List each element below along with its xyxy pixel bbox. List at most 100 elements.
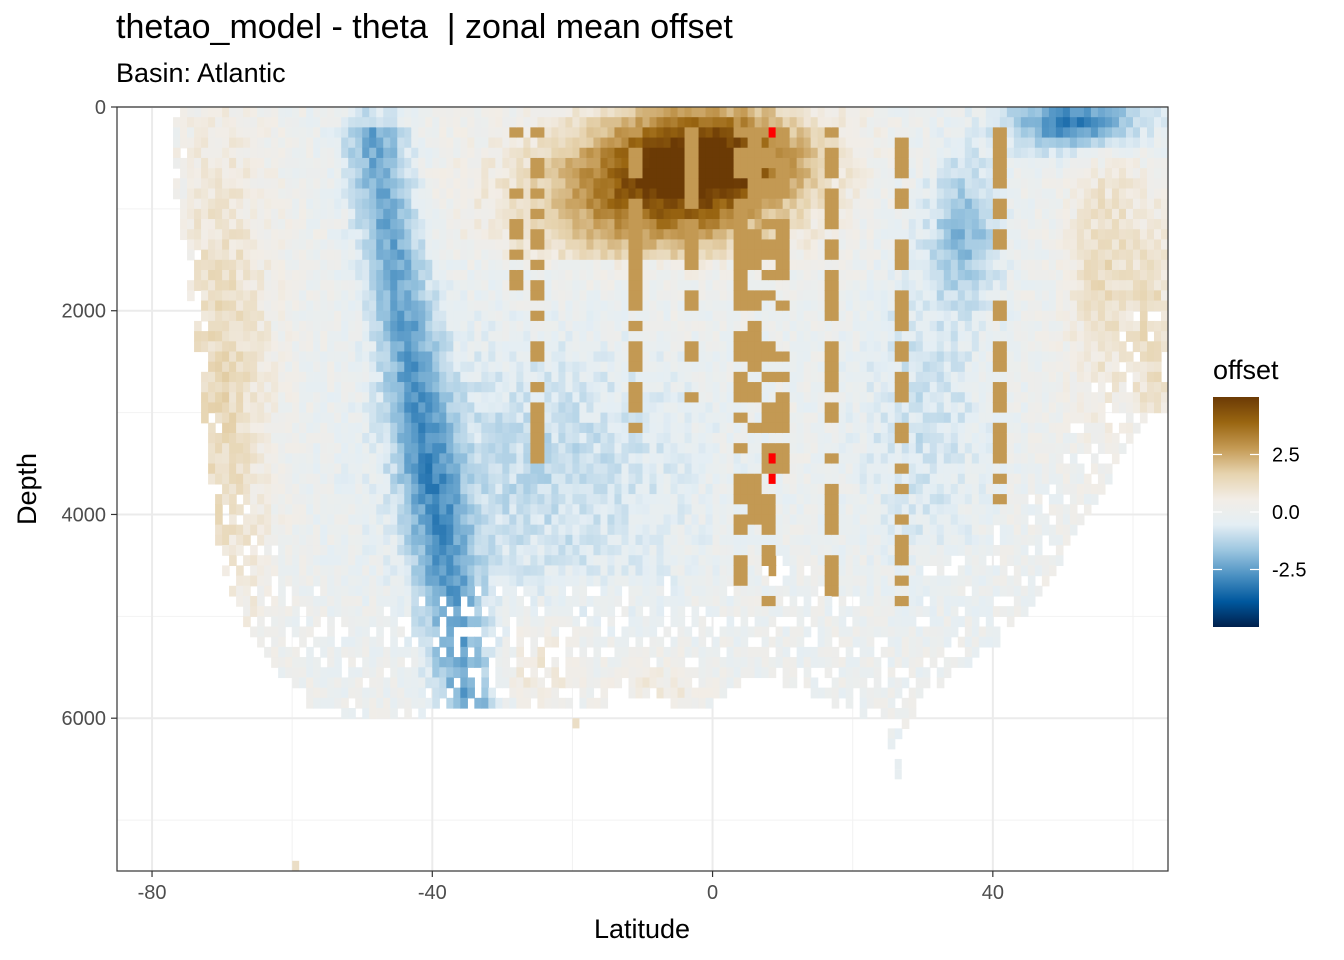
heatmap-cell	[488, 361, 496, 373]
heatmap-cell	[782, 422, 791, 434]
heatmap-cell	[558, 127, 567, 139]
heatmap-cell	[649, 219, 658, 230]
heatmap-cell	[803, 269, 812, 281]
heatmap-cell	[691, 157, 700, 169]
heatmap-cell	[411, 626, 419, 638]
heatmap-cell	[404, 280, 412, 291]
heatmap-cell	[537, 483, 546, 495]
heatmap-cell	[803, 626, 812, 638]
heatmap-cell	[698, 697, 707, 709]
heatmap-cell	[635, 646, 644, 658]
heatmap-cell	[523, 249, 531, 261]
heatmap-cell	[544, 188, 553, 200]
heatmap-cell	[215, 198, 223, 210]
heatmap-cell	[712, 412, 721, 424]
heatmap-cell	[719, 157, 728, 169]
heatmap-cell	[544, 208, 553, 220]
heatmap-cell	[488, 229, 496, 241]
heatmap-cell	[796, 117, 805, 128]
heatmap-cell	[495, 412, 503, 424]
heatmap-cell	[628, 392, 637, 404]
heatmap-cell	[761, 168, 770, 179]
heatmap-cell	[698, 137, 707, 149]
heatmap-cell	[698, 147, 707, 159]
heatmap-cell	[264, 382, 272, 393]
heatmap-cell	[271, 178, 279, 190]
heatmap-cell	[376, 667, 384, 679]
heatmap-cell	[789, 595, 798, 607]
heatmap-cell	[474, 239, 482, 251]
heatmap-cell	[411, 361, 419, 373]
heatmap-cell	[544, 504, 553, 516]
heatmap-cell	[271, 504, 279, 516]
heatmap-cell	[698, 453, 707, 465]
heatmap-cell	[733, 371, 742, 383]
heatmap-cell	[481, 687, 489, 699]
heatmap-cell	[460, 677, 468, 689]
heatmap-cell	[656, 443, 665, 454]
heatmap-cell	[824, 606, 833, 617]
heatmap-cell	[474, 249, 482, 261]
heatmap-cell	[537, 545, 546, 556]
heatmap-cell	[481, 107, 489, 118]
heatmap-cell	[313, 534, 321, 546]
heatmap-cell	[698, 575, 707, 587]
heatmap-cell	[733, 280, 742, 291]
heatmap-cell	[803, 127, 812, 139]
heatmap-cell	[264, 463, 272, 475]
heatmap-cell	[733, 147, 742, 159]
heatmap-cell	[271, 371, 279, 383]
heatmap-cell	[362, 290, 370, 302]
heatmap-cell	[740, 331, 749, 342]
heatmap-cell	[376, 402, 384, 414]
heatmap-cell	[747, 432, 756, 444]
heatmap-cell	[782, 443, 791, 454]
heatmap-cell	[642, 483, 651, 495]
heatmap-cell	[712, 545, 721, 556]
heatmap-cell	[698, 422, 707, 434]
heatmap-cell	[614, 168, 623, 179]
heatmap-cell	[348, 463, 356, 475]
heatmap-cell	[544, 524, 553, 536]
heatmap-cell	[558, 198, 567, 210]
heatmap-cell	[488, 483, 496, 495]
heatmap-cell	[705, 127, 714, 139]
heatmap-cell	[411, 341, 419, 353]
heatmap-cell	[600, 331, 609, 342]
heatmap-cell	[740, 412, 749, 424]
heatmap-cell	[523, 157, 531, 169]
heatmap-cell	[817, 188, 826, 200]
heatmap-cell	[516, 636, 524, 648]
heatmap-cell	[439, 514, 447, 526]
heatmap-cell	[348, 483, 356, 495]
heatmap-cell	[663, 320, 672, 332]
heatmap-cell	[768, 320, 777, 332]
heatmap-cell	[677, 157, 686, 169]
heatmap-cell	[628, 443, 637, 454]
heatmap-cell	[810, 646, 819, 658]
heatmap-cell	[348, 117, 356, 128]
heatmap-cell	[446, 555, 454, 566]
heatmap-cell	[698, 463, 707, 475]
heatmap-cell	[383, 422, 391, 434]
heatmap-cell	[208, 443, 216, 454]
heatmap-cell	[376, 208, 384, 220]
heatmap-cell	[488, 127, 496, 139]
heatmap-cell	[425, 565, 433, 577]
heatmap-cell	[712, 157, 721, 169]
heatmap-cell	[446, 259, 454, 271]
heatmap-cell	[425, 524, 433, 536]
heatmap-cell	[656, 188, 665, 200]
heatmap-cell	[803, 595, 812, 607]
heatmap-cell	[369, 402, 377, 414]
heatmap-cell	[453, 229, 461, 241]
heatmap-cell	[481, 504, 489, 516]
heatmap-cell	[761, 606, 770, 617]
heatmap-cell	[299, 331, 307, 342]
heatmap-cell	[215, 320, 223, 332]
heatmap-cell	[656, 382, 665, 393]
heatmap-cell	[761, 504, 770, 516]
heatmap-cell	[187, 168, 195, 179]
heatmap-cell	[236, 545, 244, 556]
heatmap-cell	[628, 219, 637, 230]
